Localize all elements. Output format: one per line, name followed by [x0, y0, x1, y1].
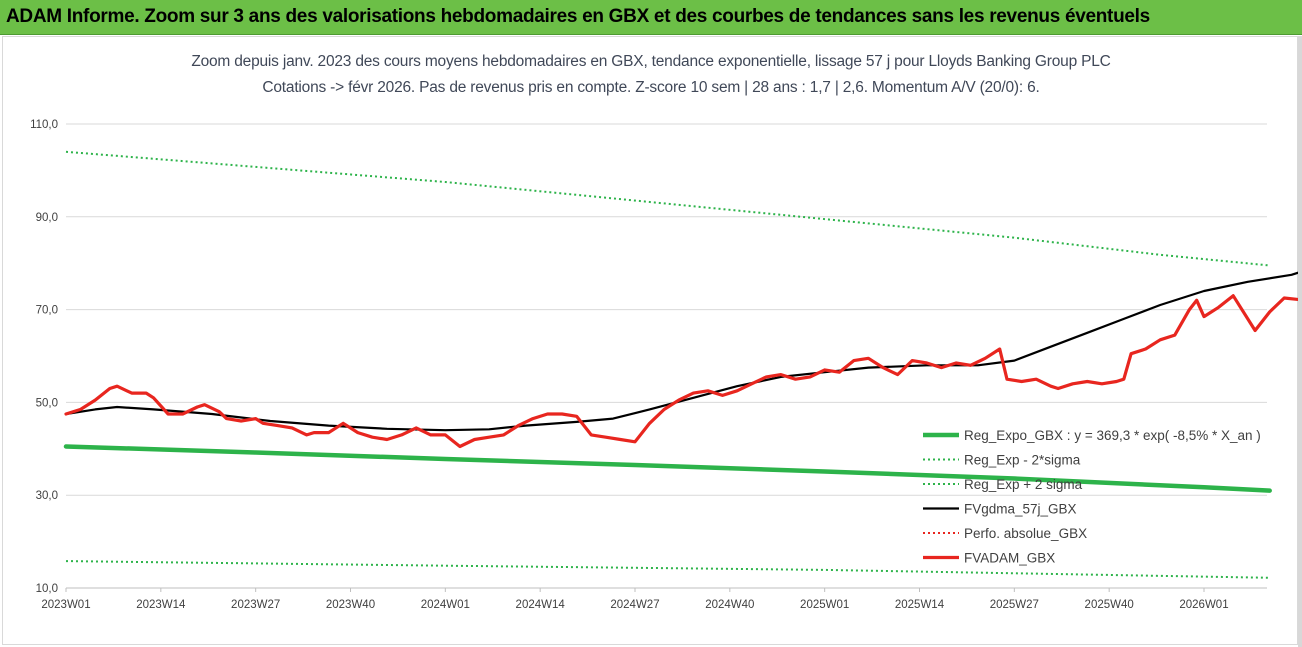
legend-label: Reg_Exp - 2*sigma	[964, 453, 1081, 468]
series-line-5	[64, 294, 1299, 449]
x-tick-label: 2023W40	[326, 599, 375, 611]
legend-label: Reg_Expo_GBX : y = 369,3 * exp( -8,5% * …	[964, 428, 1261, 443]
x-tick-label: 2025W27	[990, 599, 1039, 611]
y-tick-label: 30,0	[36, 490, 58, 502]
legend: Reg_Expo_GBX : y = 369,3 * exp( -8,5% * …	[923, 428, 1261, 566]
legend-label: FVgdma_57j_GBX	[964, 502, 1077, 517]
gridlines	[66, 123, 1267, 589]
report-title: ADAM Informe. Zoom sur 3 ans des valoris…	[6, 6, 1150, 27]
y-tick-label: 110,0	[30, 119, 58, 131]
window-edge	[1298, 36, 1302, 647]
series-line-2	[65, 150, 1270, 267]
legend-label: Reg_Exp + 2 sigma	[964, 477, 1083, 492]
report-banner: ADAM Informe. Zoom sur 3 ans des valoris…	[0, 0, 1302, 35]
x-tick-label: 2023W14	[136, 599, 186, 611]
series-line-3	[64, 271, 1299, 432]
legend-label: FVADAM_GBX	[964, 551, 1055, 566]
series-lines	[63, 150, 1299, 579]
x-tick-label: 2026W01	[1179, 599, 1228, 611]
x-tick-label: 2024W01	[421, 599, 470, 611]
x-tick-label: 2023W01	[41, 599, 90, 611]
y-tick-label: 90,0	[36, 212, 58, 224]
axes: 10,0 30,0 50,0 70,0 90,0 110,0 2023W01 2023W14 2…	[30, 119, 1267, 611]
chart-subtitle-line2: Cotations -> févr 2026. Pas de revenus p…	[262, 79, 1040, 96]
y-tick-label: 10,0	[36, 583, 58, 595]
chart-subtitle-line1: Zoom depuis janv. 2023 des cours moyens …	[191, 53, 1111, 70]
x-tick-label: 2025W14	[895, 599, 945, 611]
x-tick-label: 2025W40	[1085, 599, 1134, 611]
line-chart: 10,0 30,0 50,0 70,0 90,0 110,0 2023W01 2023W14 2…	[30, 119, 1299, 611]
chart-area: Zoom depuis janv. 2023 des cours moyens …	[2, 36, 1299, 645]
x-tick-label: 2023W27	[231, 599, 280, 611]
x-tick-label: 2024W27	[610, 599, 659, 611]
x-tick-label: 2025W01	[800, 599, 849, 611]
y-tick-label: 50,0	[36, 397, 58, 409]
x-tick-label: 2024W40	[705, 599, 754, 611]
series-line-1	[65, 560, 1270, 579]
legend-label: Perfo. absolue_GBX	[964, 526, 1087, 541]
series-line-0	[63, 444, 1272, 493]
y-tick-label: 70,0	[36, 305, 58, 317]
x-tick-label: 2024W14	[516, 599, 566, 611]
